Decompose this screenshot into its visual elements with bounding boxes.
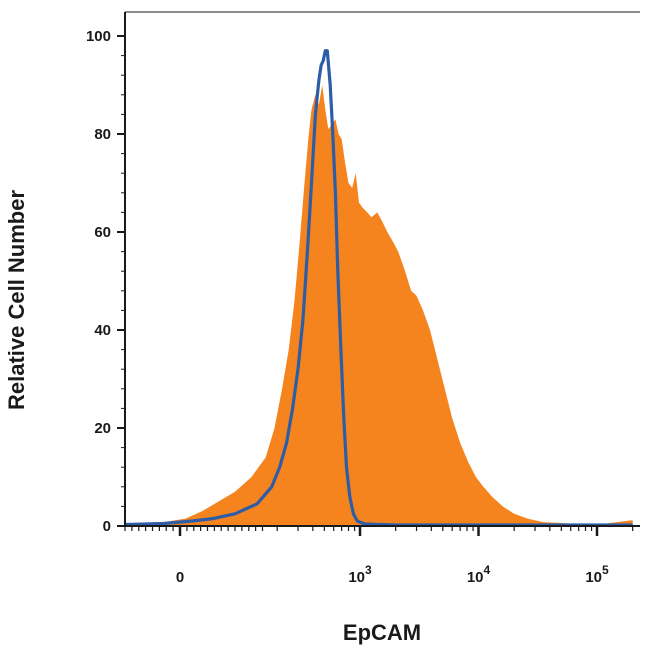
- y-tick-label: 80: [94, 126, 111, 143]
- y-tick-label: 20: [94, 420, 111, 437]
- x-tick-label: 103: [348, 563, 372, 586]
- x-tick-label: 105: [585, 563, 609, 586]
- axes-layer: [117, 11, 640, 536]
- y-tick-label: 0: [103, 518, 111, 535]
- series-0-area: [125, 85, 633, 526]
- y-axis-title: Relative Cell Number: [4, 190, 29, 411]
- series-layer: [124, 49, 633, 527]
- x-tick-label: 104: [467, 563, 491, 586]
- y-tick-label: 60: [94, 224, 111, 241]
- labels-layer: 0 20 40 60 80 100 0 103 104 105 EpCAM Relative Cell…: [4, 28, 609, 645]
- y-tick-label: 100: [86, 28, 111, 45]
- series-1-line: [124, 49, 633, 527]
- x-axis-title: EpCAM: [343, 620, 421, 645]
- x-tick-label: 0: [176, 569, 184, 586]
- y-tick-label: 40: [94, 322, 111, 339]
